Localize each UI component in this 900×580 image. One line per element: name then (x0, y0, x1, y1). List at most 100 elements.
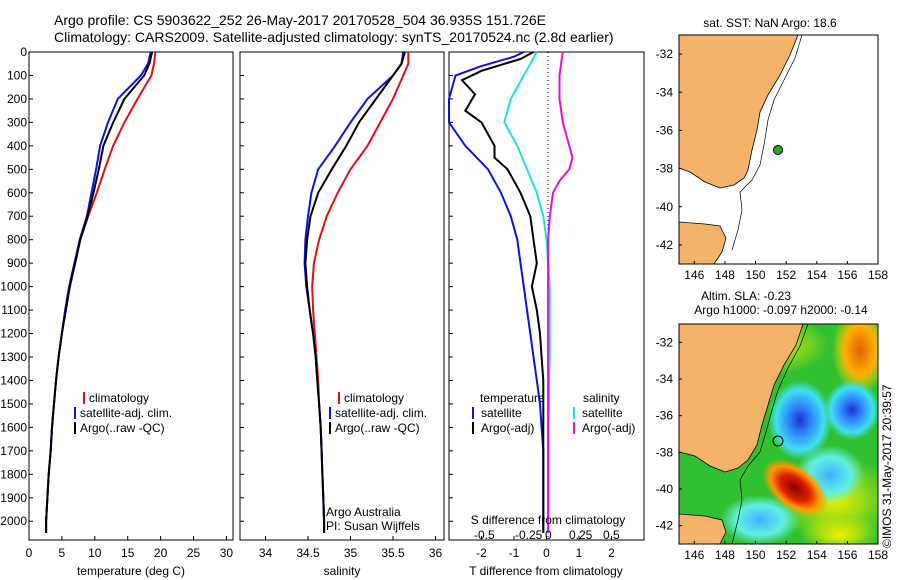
x-tick-label: 5 (59, 546, 66, 560)
sla-map (679, 324, 878, 544)
difference-panel-frame (448, 51, 645, 541)
map-y-tick-label: -42 (656, 519, 674, 533)
series-line-satellite-adj-clim- (45, 51, 152, 533)
x-tick-label: 1 (576, 546, 583, 560)
map-y-tick-label: -32 (656, 335, 674, 349)
shelf-contour (731, 35, 803, 251)
tasmania (679, 221, 727, 264)
depth-tick-label: 1400 (0, 373, 27, 387)
map-y-tick-label: -38 (656, 445, 674, 459)
x-tick-label: 2 (608, 546, 615, 560)
temperature-xlabel: temperature (deg C) (77, 564, 185, 578)
map-x-tick-label: 152 (776, 268, 796, 282)
sla-map-frame (678, 323, 879, 545)
map-y-tick-label: -34 (656, 372, 674, 386)
map-x-tick-label: 148 (715, 268, 735, 282)
s-tick-label: 0 (545, 528, 552, 542)
depth-tick-label: 400 (7, 139, 27, 153)
x-tick-label: -1 (509, 546, 520, 560)
argo-position-marker (773, 145, 783, 155)
map-x-tick-label: 146 (684, 548, 704, 562)
legend-climatology: climatology (344, 391, 404, 405)
series-line-argo-raw-qc- (45, 51, 154, 533)
map-x-tick-label: 156 (837, 268, 857, 282)
series-line-argo-raw-qc- (304, 51, 406, 533)
series-line-temperature-satellite (448, 51, 545, 533)
depth-tick-label: 300 (7, 115, 27, 129)
s-tick-label: 0.25 (569, 528, 593, 542)
sla-subtitle: Argo h1000: -0.097 h2000: -0.14 (694, 303, 868, 317)
x-tick-label: 35 (344, 546, 358, 560)
map-y-tick-label: -36 (656, 123, 674, 137)
map-x-tick-label: 158 (868, 268, 888, 282)
depth-tick-label: 900 (7, 256, 27, 270)
sst-map-ticks: 146 148 150 152 154 156 158 -32 -34 -36 -38 -40 -42 (656, 47, 889, 282)
t-difference-label: T difference from climatology (469, 564, 623, 578)
temperature-profiles (45, 51, 157, 533)
map-y-tick-label: -34 (656, 85, 674, 99)
x-tick-label: 0 (543, 546, 550, 560)
s-tick-label: -0.25 (515, 528, 543, 542)
map-x-tick-label: 146 (684, 268, 704, 282)
depth-tick-label: 600 (7, 186, 27, 200)
depth-axis: 0 100 200 300 400 500 600 700 800 900 1000 1100 1200… (0, 45, 453, 528)
series-line-temperature-argo-adj- (460, 51, 545, 533)
depth-tick-label: 0 (20, 45, 27, 59)
legend-satellite: satellite-adj. clim. (80, 406, 172, 420)
map-y-tick-label: -40 (656, 482, 674, 496)
map-x-tick-label: 148 (715, 548, 735, 562)
sst-map-frame (678, 34, 879, 265)
depth-tick-label: 700 (7, 209, 27, 223)
depth-tick-label: 500 (7, 162, 27, 176)
x-tick-label: 30 (220, 546, 234, 560)
depth-tick-label: 800 (7, 233, 27, 247)
depth-tick-label: 2000 (0, 514, 27, 528)
x-tick-label: 15 (121, 546, 135, 560)
difference-profiles (448, 51, 574, 533)
temperature-panel-frame (28, 51, 234, 541)
depth-tick-label: 200 (7, 92, 27, 106)
series-line-climatology (45, 51, 157, 533)
depth-tick-label: 100 (7, 68, 27, 82)
x-tick-label: 25 (187, 546, 201, 560)
legend-s-satellite: satellite (582, 406, 623, 420)
temperature-legend: climatology satellite-adj. clim. Argo(..… (74, 391, 172, 435)
argo-australia-label: Argo Australia (326, 505, 401, 519)
x-tick-label: 34.5 (296, 546, 320, 560)
legend-s-argo: Argo(-adj) (582, 421, 635, 435)
map-y-tick-label: -36 (656, 409, 674, 423)
mainland (679, 35, 799, 189)
map-x-tick-label: 150 (746, 548, 766, 562)
salinity-x-ticks: 34 34.5 35 35.5 36 (259, 536, 443, 560)
series-line-climatology (311, 52, 410, 533)
sst-map-title: sat. SST: NaN Argo: 18.6 (703, 16, 837, 30)
map-y-tick-label: -42 (656, 238, 674, 252)
legend-t-satellite: satellite (481, 406, 522, 420)
x-tick-label: 34 (259, 546, 273, 560)
depth-tick-label: 1700 (0, 444, 27, 458)
imos-credit: ©IMOS 31-May-2017 20:39:57 (880, 384, 894, 548)
x-tick-label: 36 (429, 546, 443, 560)
legend-temperature-title: temperature (480, 391, 545, 405)
depth-tick-label: 1900 (0, 491, 27, 505)
x-tick-label: 10 (88, 546, 102, 560)
legend-salinity-title: salinity (583, 391, 620, 405)
series-line-salinity-argo-adj- (547, 51, 574, 533)
salinity-panel-frame (239, 51, 445, 541)
map-x-tick-label: 158 (868, 548, 888, 562)
tasmania (679, 513, 727, 544)
series-line-satellite-adj-clim- (303, 51, 405, 533)
difference-legend: temperature satellite Argo(-adj) salinit… (472, 391, 635, 435)
mainland (679, 324, 804, 473)
map-x-tick-label: 156 (837, 548, 857, 562)
map-x-tick-label: 152 (776, 548, 796, 562)
figure-title-line2: Climatology: CARS2009. Satellite-adjuste… (54, 29, 614, 45)
depth-tick-label: 1200 (0, 327, 27, 341)
map-x-tick-label: 154 (807, 268, 827, 282)
x-tick-label: 0 (26, 546, 33, 560)
map-y-tick-label: -40 (656, 200, 674, 214)
sla-title: Altim. SLA: -0.23 (701, 289, 791, 303)
shelf-contour (731, 324, 809, 544)
sst-map (679, 35, 878, 264)
